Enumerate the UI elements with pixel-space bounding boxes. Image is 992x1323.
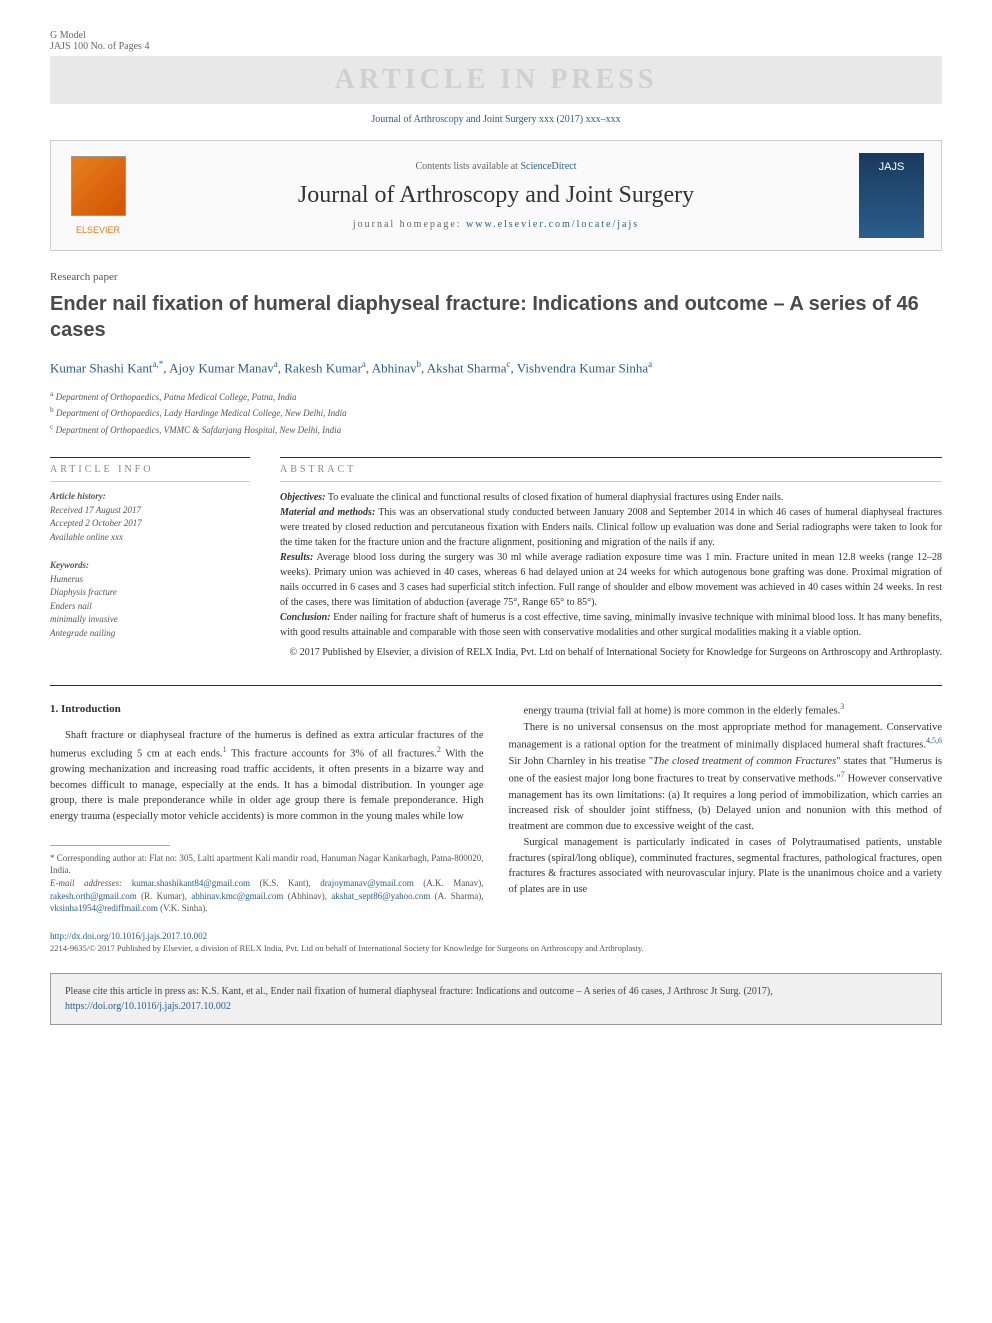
- elsevier-label: ELSEVIER: [63, 225, 133, 235]
- abstract-body: Objectives: To evaluate the clinical and…: [280, 490, 942, 660]
- cover-image-icon: JAJS: [859, 153, 924, 238]
- journal-name: Journal of Arthroscopy and Joint Surgery: [133, 182, 859, 209]
- corresponding-author-footnote: * Corresponding author at: Flat no: 305,…: [50, 852, 484, 915]
- elsevier-tree-icon: [71, 156, 126, 216]
- body-paragraph-3: Surgical management is particularly indi…: [509, 835, 943, 898]
- abstract-heading: ABSTRACT: [280, 457, 942, 482]
- abstract-copyright: © 2017 Published by Elsevier, a division…: [280, 646, 942, 660]
- section-divider: [50, 685, 942, 686]
- footnote-separator: [50, 845, 170, 846]
- article-in-press-watermark: ARTICLE IN PRESS: [50, 56, 942, 104]
- contents-available-line: Contents lists available at ScienceDirec…: [133, 161, 859, 172]
- please-cite-box: Please cite this article in press as: K.…: [50, 973, 942, 1025]
- body-column-right: energy trauma (trivial fall at home) is …: [509, 701, 943, 914]
- journal-cover-thumb: JAJS: [859, 153, 929, 238]
- journal-reference-line: Journal of Arthroscopy and Joint Surgery…: [50, 114, 942, 125]
- email-link[interactable]: drajoymanav@ymail.com: [320, 878, 414, 888]
- email-link[interactable]: akshat_sept86@yahoo.com: [331, 891, 430, 901]
- footer-copyright: 2214-9635/© 2017 Published by Elsevier, …: [50, 943, 644, 953]
- journal-masthead: ELSEVIER Contents lists available at Sci…: [50, 140, 942, 251]
- email-link[interactable]: rakesh.orth@gmail.com: [50, 891, 137, 901]
- introduction-heading: 1. Introduction: [50, 701, 484, 718]
- article-info-heading: ARTICLE INFO: [50, 457, 250, 482]
- header-gmodel: G Model JAJS 100 No. of Pages 4: [50, 30, 942, 52]
- elsevier-logo-block: ELSEVIER: [63, 156, 133, 235]
- author-list: Kumar Shashi Kanta,*, Ajoy Kumar Manava,…: [50, 358, 942, 378]
- body-paragraph-2: There is no universal consensus on the m…: [509, 720, 943, 835]
- affiliations: a Department of Orthopaedics, Patna Medi…: [50, 388, 942, 438]
- body-column-left: 1. Introduction Shaft fracture or diaphy…: [50, 701, 484, 914]
- doi-link[interactable]: http://dx.doi.org/10.1016/j.jajs.2017.10…: [50, 931, 207, 941]
- journal-homepage-link[interactable]: www.elsevier.com/locate/jajs: [466, 219, 639, 230]
- article-history: Article history: Received 17 August 2017…: [50, 490, 250, 544]
- body-paragraph-continued: energy trauma (trivial fall at home) is …: [509, 701, 943, 719]
- email-link[interactable]: kumar.shashikant84@gmail.com: [132, 878, 250, 888]
- abstract-column: ABSTRACT Objectives: To evaluate the cli…: [280, 457, 942, 660]
- keywords-block: Keywords: HumerusDiaphysis fractureEnder…: [50, 559, 250, 640]
- sciencedirect-link[interactable]: ScienceDirect: [520, 161, 576, 172]
- email-link[interactable]: abhinav.kmc@gmail.com: [191, 891, 283, 901]
- cite-doi-link[interactable]: https://doi.org/10.1016/j.jajs.2017.10.0…: [65, 1001, 231, 1012]
- intro-paragraph-1: Shaft fracture or diaphyseal fracture of…: [50, 728, 484, 825]
- article-info-column: ARTICLE INFO Article history: Received 1…: [50, 457, 250, 660]
- journal-homepage-line: journal homepage: www.elsevier.com/locat…: [133, 219, 859, 230]
- article-type: Research paper: [50, 271, 942, 283]
- email-link[interactable]: vksinha1954@rediffmail.com: [50, 903, 158, 913]
- footer-doi-block: http://dx.doi.org/10.1016/j.jajs.2017.10…: [50, 930, 942, 955]
- article-title: Ender nail fixation of humeral diaphysea…: [50, 291, 942, 343]
